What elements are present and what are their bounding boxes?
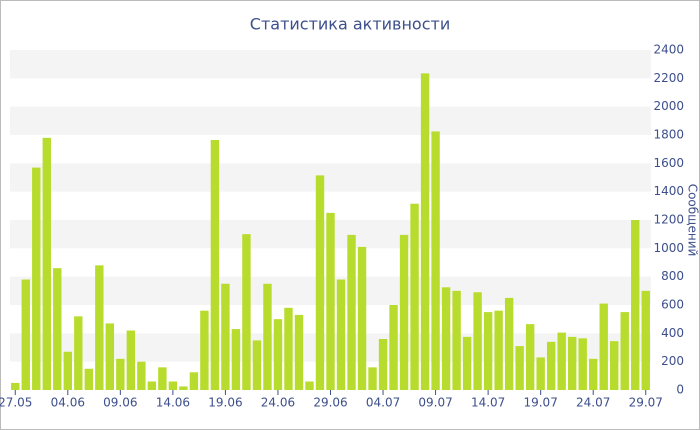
- bar: [32, 167, 41, 390]
- x-tick-label: 29.07: [629, 396, 663, 410]
- bar: [483, 312, 493, 390]
- bar: [305, 381, 314, 390]
- bar: [399, 234, 409, 390]
- bar: [631, 220, 640, 390]
- bar: [252, 340, 262, 390]
- y-tick-label: 800: [661, 269, 684, 283]
- y-tick-label: 400: [661, 326, 684, 340]
- y-tick-label: 2400: [653, 43, 684, 57]
- x-tick-label: 04.07: [366, 396, 400, 410]
- bar: [347, 234, 356, 390]
- bar: [357, 246, 367, 390]
- chart-title: Статистика активности: [250, 15, 450, 34]
- y-tick-label: 1600: [653, 156, 684, 170]
- bar: [567, 336, 577, 390]
- bar: [389, 305, 398, 390]
- bar: [599, 303, 608, 390]
- bar: [147, 381, 157, 390]
- bar: [179, 386, 188, 390]
- x-tick-label: 19.06: [208, 396, 242, 410]
- bar: [158, 367, 167, 390]
- y-axis-label: Сообщений: [686, 184, 700, 257]
- bar: [116, 358, 125, 390]
- grid-band: [10, 50, 651, 79]
- bar: [473, 292, 482, 390]
- bar: [84, 368, 94, 390]
- bar: [294, 314, 304, 390]
- x-tick-label: 24.06: [261, 396, 295, 410]
- bar: [137, 361, 146, 390]
- bar: [95, 265, 104, 390]
- bar: [410, 203, 419, 390]
- bar: [11, 382, 20, 390]
- bar: [536, 357, 545, 390]
- bar: [620, 312, 629, 390]
- bar: [494, 310, 503, 390]
- bar: [42, 137, 51, 390]
- x-tick-label: 14.07: [471, 396, 505, 410]
- bar: [641, 290, 650, 390]
- bar: [263, 283, 272, 390]
- x-tick-label: 27.05: [0, 396, 32, 410]
- bar: [431, 131, 440, 391]
- bar: [578, 338, 587, 390]
- x-tick-label: 04.06: [51, 396, 85, 410]
- bar: [189, 372, 199, 390]
- bar: [74, 316, 83, 390]
- bar: [420, 73, 430, 390]
- y-tick-label: 600: [661, 298, 684, 312]
- y-tick-label: 200: [661, 354, 684, 368]
- y-tick-label: 1400: [653, 184, 684, 198]
- y-tick-label: 2000: [653, 99, 684, 113]
- x-tick-label: 29.06: [313, 396, 347, 410]
- x-tick-label: 24.07: [576, 396, 610, 410]
- bar: [378, 339, 388, 390]
- x-tick-label: 09.07: [418, 396, 452, 410]
- bar: [525, 324, 535, 390]
- x-tick-label: 14.06: [156, 396, 190, 410]
- bar: [273, 319, 283, 390]
- bar: [63, 351, 72, 390]
- bar: [168, 381, 178, 390]
- bar: [452, 290, 461, 390]
- bar: [200, 310, 209, 390]
- bar: [462, 336, 472, 390]
- bar: [368, 367, 377, 390]
- bar: [557, 332, 566, 390]
- bar: [221, 283, 230, 390]
- y-tick-label: 2200: [653, 71, 684, 85]
- y-tick-label: 1000: [653, 241, 684, 255]
- bar: [284, 307, 293, 390]
- bar: [589, 358, 598, 390]
- y-tick-label: 1800: [653, 128, 684, 142]
- y-tick-label: 1200: [653, 213, 684, 227]
- bar: [21, 279, 30, 390]
- bar: [326, 212, 335, 390]
- bar: [504, 297, 514, 390]
- grid-band: [10, 106, 651, 135]
- x-tick-label: 09.06: [103, 396, 137, 410]
- bar: [105, 323, 115, 390]
- bar: [441, 287, 451, 390]
- bar: [231, 329, 241, 390]
- grid-band: [10, 163, 651, 192]
- bar: [242, 234, 251, 390]
- bar: [336, 279, 346, 390]
- bar: [126, 330, 136, 390]
- bar: [53, 268, 62, 390]
- bar: [546, 341, 556, 390]
- bar: [515, 346, 524, 390]
- bar: [610, 341, 619, 390]
- bar: [210, 139, 220, 390]
- bar: [315, 175, 325, 390]
- x-tick-label: 19.07: [523, 396, 557, 410]
- y-tick-label: 0: [676, 383, 684, 397]
